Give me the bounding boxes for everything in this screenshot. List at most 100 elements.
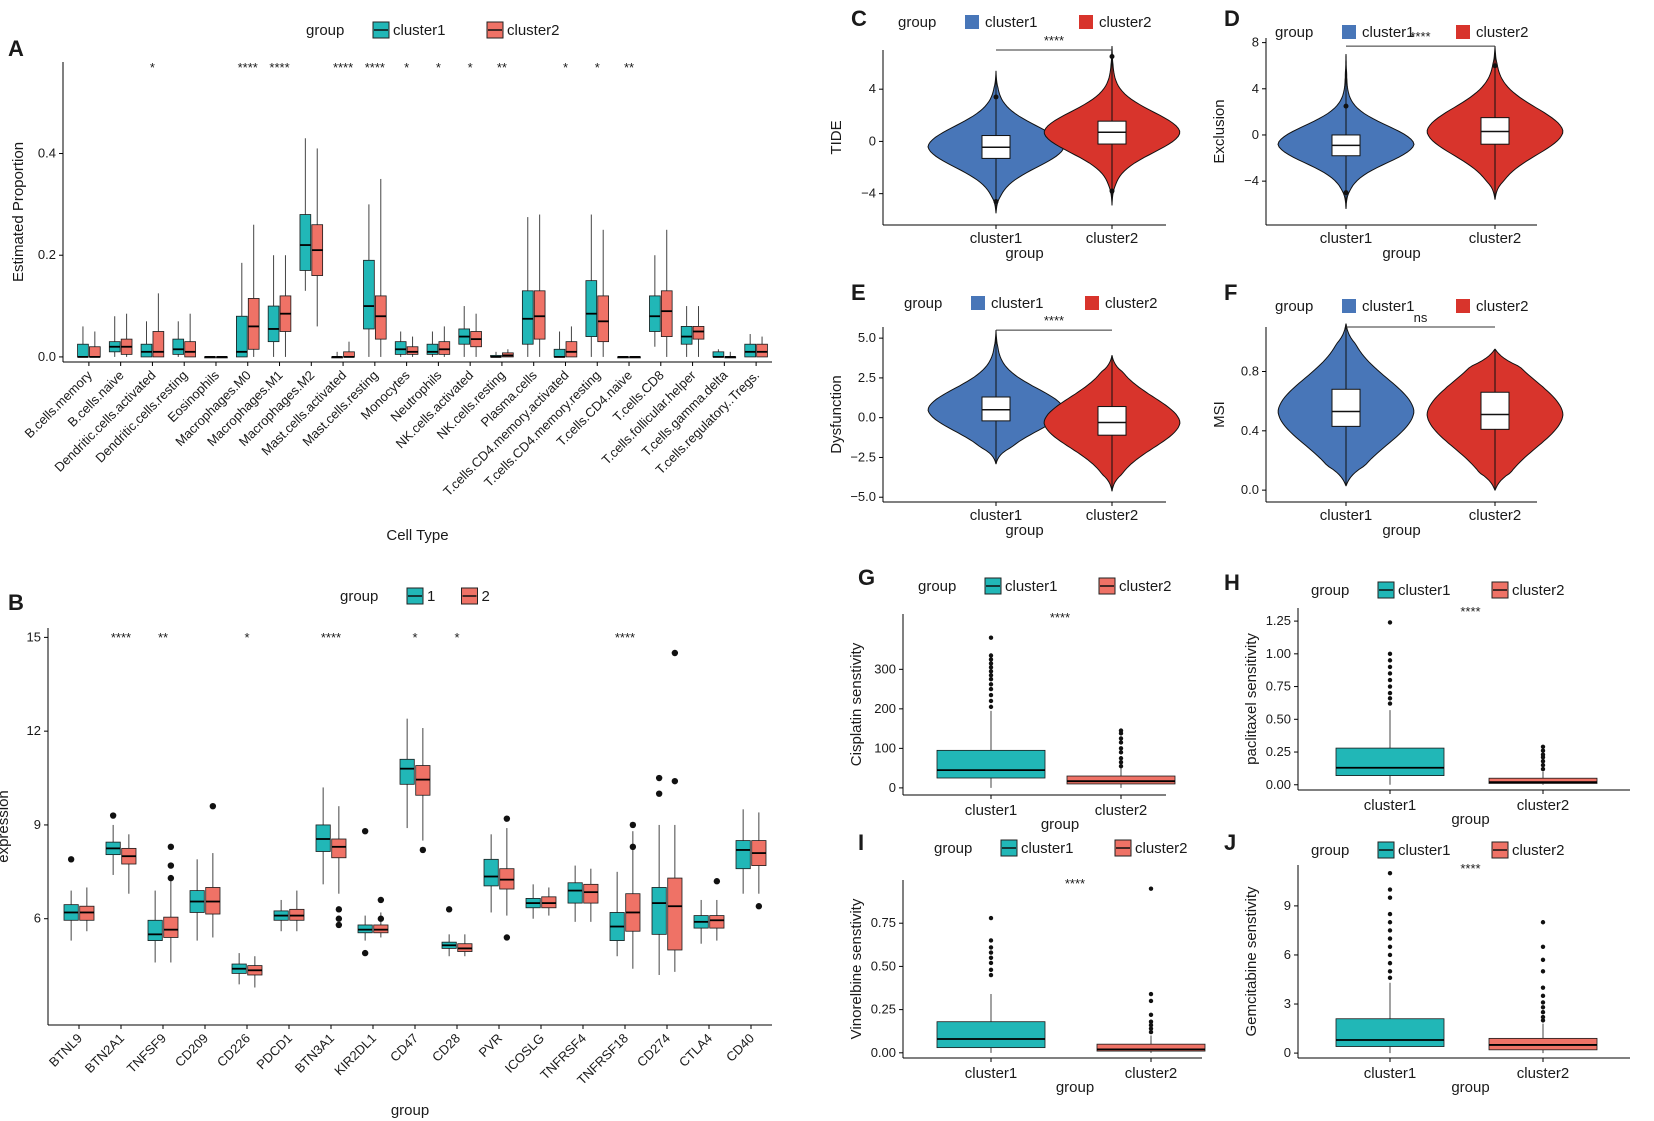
legend: group 1 2 bbox=[340, 587, 490, 605]
outlier-point bbox=[1387, 975, 1393, 981]
y-tick-label: −4 bbox=[861, 186, 876, 201]
box-2-ICOSLG bbox=[541, 887, 557, 916]
x-tick-label: cluster2 bbox=[1086, 507, 1139, 524]
box-1-ICOSLG bbox=[525, 884, 541, 919]
y-axis-title: expression bbox=[0, 790, 12, 863]
x-axis-title: group bbox=[1041, 816, 1079, 833]
x-tick-label: CD274 bbox=[634, 1031, 673, 1070]
box-2-CD274 bbox=[667, 649, 683, 972]
outlier-point bbox=[988, 915, 994, 921]
box-body bbox=[394, 341, 407, 355]
outlier-point bbox=[503, 815, 511, 822]
box-body bbox=[1096, 1043, 1206, 1052]
box-cluster1-T.cells.CD4.memory.activated bbox=[553, 331, 566, 358]
outlier-point bbox=[503, 934, 511, 941]
box-2-CD226 bbox=[247, 956, 263, 988]
box-cluster1-Dendritic.cells.activated bbox=[140, 321, 153, 358]
significance-label: ** bbox=[158, 630, 168, 645]
outlier-point bbox=[1387, 969, 1393, 974]
x-tick-label: CD28 bbox=[429, 1031, 463, 1065]
x-tick-label: PVR bbox=[476, 1031, 506, 1061]
outlier-point bbox=[335, 915, 343, 922]
significance-label: * bbox=[412, 630, 417, 645]
outlier-point bbox=[377, 915, 385, 922]
box-body bbox=[981, 396, 1011, 422]
y-tick-label: 100 bbox=[874, 740, 896, 755]
outlier-point bbox=[988, 686, 994, 692]
outlier-point bbox=[629, 843, 637, 851]
significance-label: **** bbox=[269, 60, 289, 75]
significance-label: * bbox=[150, 60, 155, 75]
y-tick-label: 0.0 bbox=[1241, 482, 1259, 497]
axes: 0 100 200 300 Cisplatin senstivity bbox=[848, 614, 1166, 796]
axes: 0.0 0.2 0.4 Estimated Proportion bbox=[10, 62, 772, 364]
box-body bbox=[744, 343, 756, 358]
panel-letter: I bbox=[858, 830, 864, 855]
outlier-point bbox=[988, 682, 994, 687]
outlier-point bbox=[988, 698, 994, 704]
y-tick-label: 6 bbox=[1284, 947, 1291, 962]
legend-title: group bbox=[934, 840, 972, 857]
box-cluster1-T.cells.gamma.delta bbox=[712, 349, 725, 358]
box-body bbox=[1480, 391, 1510, 430]
y-tick-label: 300 bbox=[874, 661, 896, 676]
outlier-point bbox=[655, 774, 663, 782]
outlier-point bbox=[1387, 952, 1393, 958]
outlier-point bbox=[1118, 759, 1124, 765]
box-cluster2-T.cells.CD4.memory.activated bbox=[565, 326, 578, 358]
box-body bbox=[1335, 1018, 1445, 1047]
y-tick-label: 0.00 bbox=[871, 1045, 896, 1060]
outlier-point bbox=[1540, 762, 1546, 768]
outlier-point bbox=[1387, 911, 1393, 917]
x-tick-label: PDCD1 bbox=[253, 1031, 295, 1073]
y-axis-title: TIDE bbox=[828, 120, 845, 154]
outlier-point bbox=[1148, 1029, 1154, 1035]
x-axis-title: group bbox=[1056, 1079, 1094, 1096]
legend: group cluster1 cluster2 bbox=[1311, 841, 1565, 859]
box-cluster1-Monocytes bbox=[394, 331, 407, 357]
outlier-point bbox=[1540, 920, 1546, 925]
x-tick-label: TNFSF9 bbox=[124, 1031, 169, 1076]
y-axis-title: Cisplatin senstivity bbox=[848, 642, 865, 766]
legend-key-cluster2: cluster2 bbox=[1114, 839, 1188, 857]
legend-key-cluster1: cluster1 bbox=[1000, 839, 1074, 857]
box-body bbox=[533, 290, 546, 340]
outlier-point bbox=[1118, 763, 1124, 769]
x-tick-label: cluster2 bbox=[1086, 230, 1139, 247]
box-cluster1 bbox=[1335, 870, 1445, 1054]
x-axis-title: group bbox=[1451, 811, 1489, 828]
x-tick-label: CD40 bbox=[723, 1031, 757, 1065]
y-tick-label: 0.0 bbox=[38, 349, 56, 364]
outlier-point bbox=[1148, 1012, 1154, 1017]
legend-label: cluster2 bbox=[1119, 578, 1172, 595]
box-body bbox=[651, 887, 667, 935]
outlier-point bbox=[1540, 944, 1546, 949]
x-tick-label: CD226 bbox=[214, 1031, 253, 1070]
y-tick-label: 0 bbox=[889, 780, 896, 795]
box-2-TNFRSF18 bbox=[625, 821, 641, 969]
box-body bbox=[299, 214, 312, 271]
box-body bbox=[1488, 777, 1598, 784]
x-tick-label: CD209 bbox=[172, 1031, 211, 1070]
outlier-point bbox=[671, 777, 679, 785]
significance-label: **** bbox=[1044, 33, 1064, 48]
x-tick-label: cluster1 bbox=[970, 230, 1023, 247]
axes: 0 3 6 9 Gemcitabine senstivity bbox=[1243, 865, 1630, 1060]
legend-key-cluster1: cluster1 bbox=[372, 21, 446, 39]
panel-letter: J bbox=[1224, 830, 1236, 855]
legend-label: cluster2 bbox=[1512, 842, 1565, 859]
box-cluster2-Dendritic.cells.resting bbox=[184, 313, 196, 358]
outlier-point bbox=[335, 906, 343, 913]
legend-key-cluster2: cluster2 bbox=[1491, 581, 1565, 599]
box-2-CD28 bbox=[457, 934, 473, 957]
axes: 0.00 0.25 0.50 0.75 1.00 1.25 paclitaxel sensi… bbox=[1243, 608, 1630, 792]
axes: 0.0 0.4 0.8 MSI bbox=[1211, 327, 1537, 503]
legend-key-cluster1: cluster1 bbox=[971, 295, 1044, 312]
y-tick-label: 0.25 bbox=[871, 1002, 896, 1017]
outlier-point bbox=[445, 906, 453, 913]
box-cluster2-Dendritic.cells.activated bbox=[152, 293, 165, 358]
x-axis-title: group bbox=[1005, 245, 1043, 262]
box-cluster1 bbox=[936, 915, 1046, 1053]
